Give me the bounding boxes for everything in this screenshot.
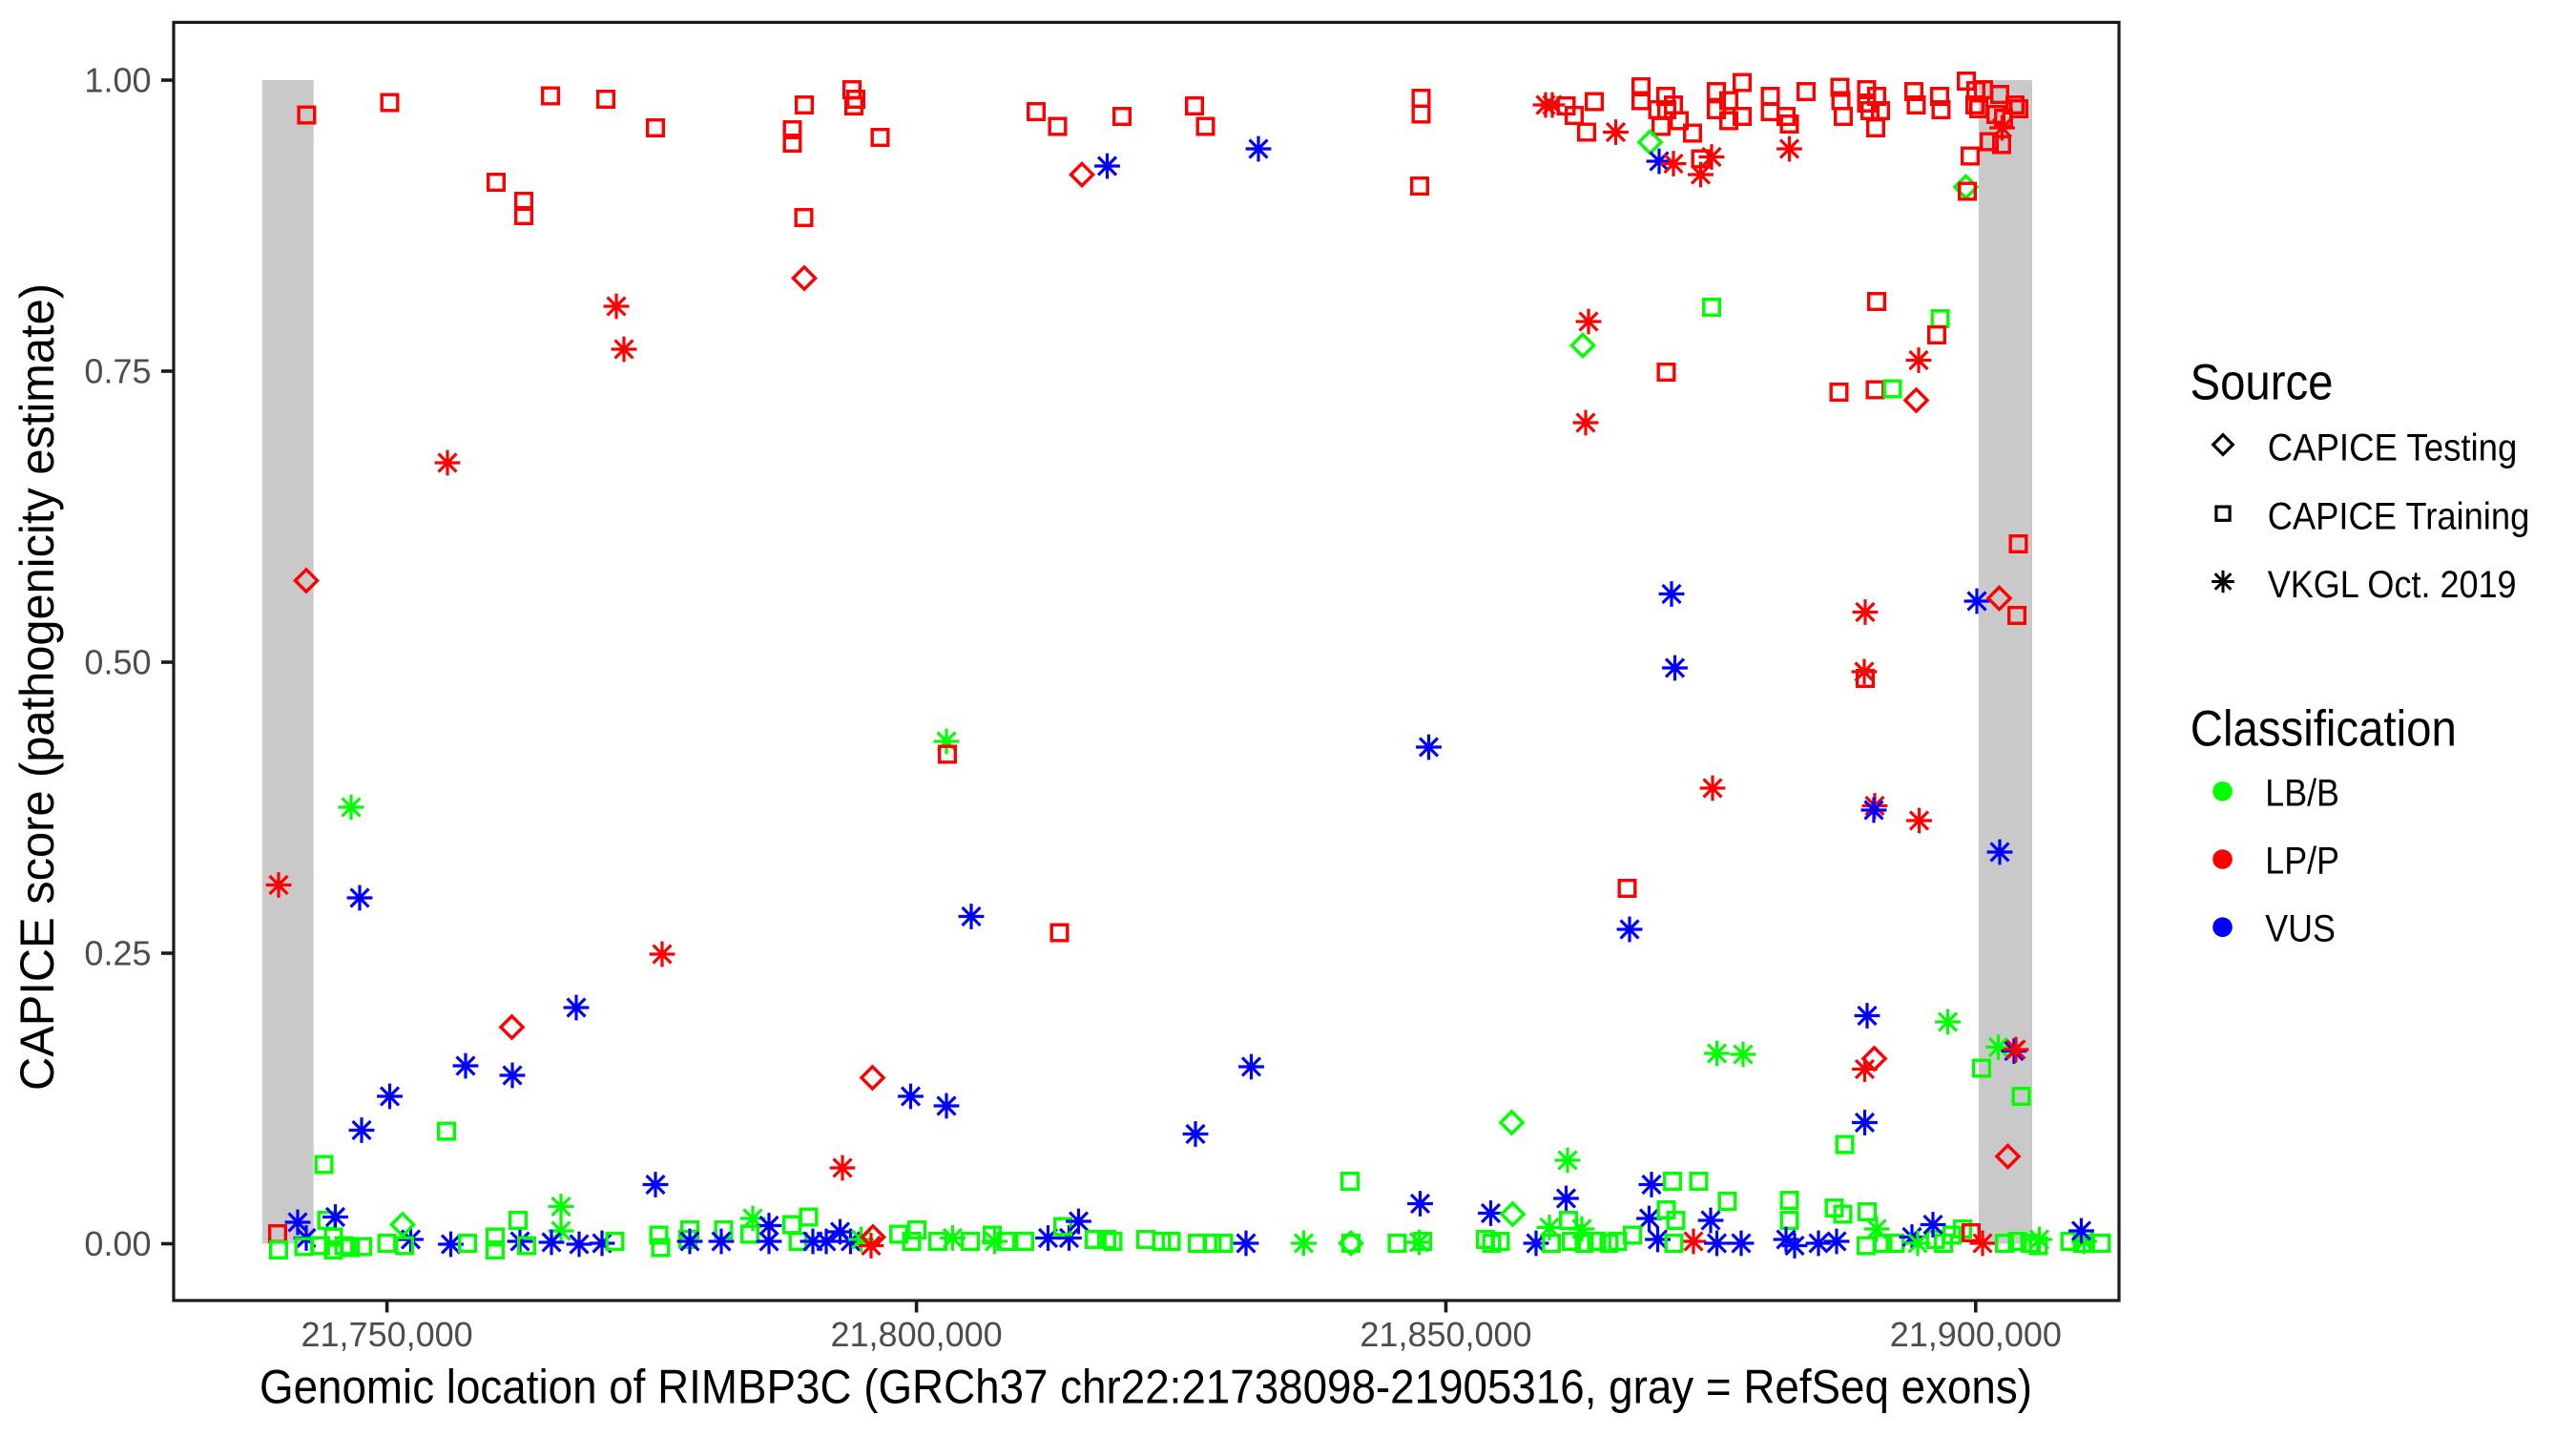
svg-text:21,750,000: 21,750,000: [301, 1315, 473, 1354]
svg-text:CAPICE Testing: CAPICE Testing: [2268, 427, 2518, 469]
svg-text:21,800,000: 21,800,000: [831, 1315, 1003, 1354]
svg-text:21,900,000: 21,900,000: [1890, 1315, 2062, 1354]
svg-text:0.25: 0.25: [84, 934, 151, 973]
svg-text:VKGL Oct. 2019: VKGL Oct. 2019: [2268, 564, 2517, 606]
svg-text:Genomic location of RIMBP3C (G: Genomic location of RIMBP3C (GRCh37 chr2…: [260, 1361, 2032, 1414]
svg-text:21,850,000: 21,850,000: [1360, 1315, 1531, 1354]
svg-text:LB/B: LB/B: [2265, 772, 2339, 814]
svg-text:Classification: Classification: [2191, 701, 2457, 758]
svg-text:1.00: 1.00: [84, 61, 151, 100]
svg-text:VUS: VUS: [2265, 908, 2336, 950]
svg-text:CAPICE Training: CAPICE Training: [2268, 495, 2530, 537]
svg-text:Source: Source: [2191, 354, 2334, 410]
svg-text:0.75: 0.75: [84, 352, 151, 391]
svg-text:0.00: 0.00: [84, 1224, 151, 1263]
svg-text:0.50: 0.50: [84, 643, 151, 682]
svg-text:CAPICE score (pathogenicity es: CAPICE score (pathogenicity estimate): [10, 283, 64, 1091]
svg-text:LP/P: LP/P: [2265, 841, 2339, 883]
